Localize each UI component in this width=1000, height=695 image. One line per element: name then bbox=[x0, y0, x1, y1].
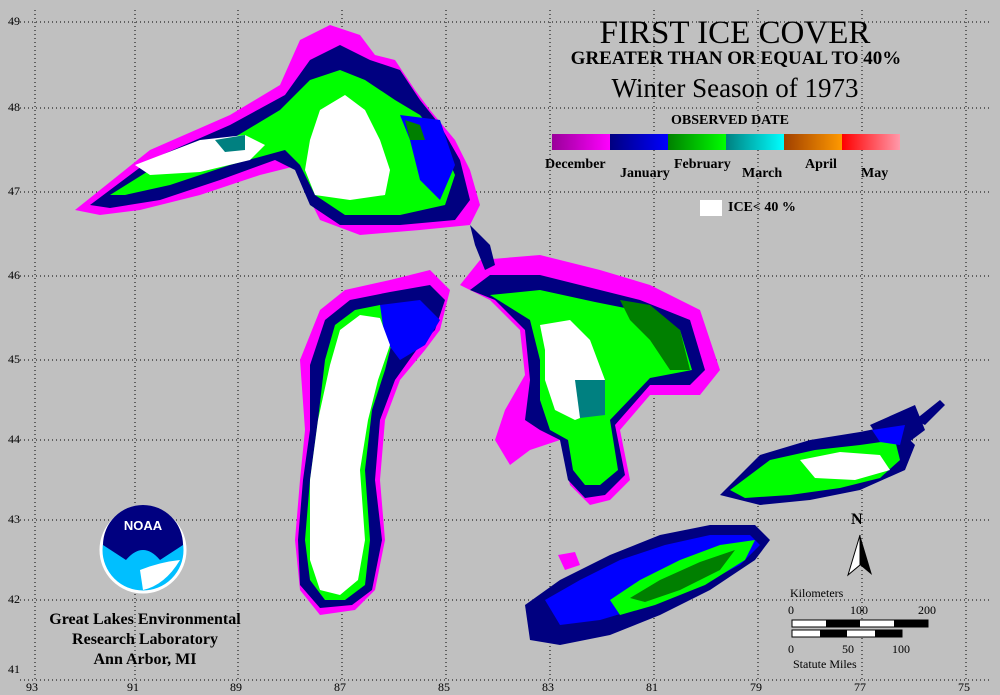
noaa-logo-text: NOAA bbox=[123, 518, 163, 533]
lon-label: 81 bbox=[646, 680, 658, 694]
org-line-2: Research Laboratory bbox=[72, 631, 218, 648]
legend-swatch-february bbox=[668, 134, 726, 150]
legend-swatch-may bbox=[842, 134, 900, 150]
scale-mi-tick: 0 bbox=[788, 642, 794, 656]
lat-label: 46 bbox=[8, 268, 20, 282]
lat-label: 45 bbox=[8, 352, 20, 366]
legend-month-march: March bbox=[742, 166, 783, 181]
legend-month-may: May bbox=[861, 166, 889, 181]
legend-swatch-january bbox=[610, 134, 668, 150]
color-legend bbox=[552, 134, 900, 150]
legend-swatch-march bbox=[726, 134, 784, 150]
scale-km-tick: 200 bbox=[918, 603, 936, 617]
ice-lt-40-swatch bbox=[700, 200, 722, 216]
legend-month-february: February bbox=[674, 157, 731, 172]
scale-mi-tick: 50 bbox=[842, 642, 854, 656]
lon-label: 77 bbox=[854, 680, 866, 694]
lon-label: 79 bbox=[750, 680, 762, 694]
legend-month-april: April bbox=[805, 157, 837, 172]
lat-label: 48 bbox=[8, 100, 20, 114]
north-label: N bbox=[851, 511, 863, 528]
noaa-logo bbox=[99, 505, 187, 594]
lat-label: 42 bbox=[8, 592, 20, 606]
lon-label: 91 bbox=[127, 680, 139, 694]
lat-label: 41 bbox=[8, 662, 20, 676]
lake-erie bbox=[525, 525, 770, 645]
lake-huron bbox=[460, 255, 720, 505]
lake-st-clair bbox=[558, 552, 580, 570]
scale-km-label: Kilometers bbox=[790, 586, 844, 600]
scale-km-tick: 0 bbox=[788, 603, 794, 617]
st-marys-river bbox=[470, 225, 495, 270]
lon-label: 89 bbox=[230, 680, 242, 694]
lake-ontario bbox=[720, 405, 925, 505]
map-subtitle: GREATER THAN OR EQUAL TO 40% bbox=[570, 48, 902, 69]
north-arrow-icon bbox=[847, 534, 872, 577]
lake-superior bbox=[75, 25, 480, 235]
st-lawrence-river bbox=[915, 400, 945, 425]
legend-title: OBSERVED DATE bbox=[671, 113, 789, 128]
lon-label: 83 bbox=[542, 680, 554, 694]
season-title: Winter Season of 1973 bbox=[611, 73, 859, 103]
legend-swatch-april bbox=[784, 134, 842, 150]
lat-label: 47 bbox=[8, 184, 20, 198]
scale-mi-tick: 100 bbox=[892, 642, 910, 656]
organization-block: Great Lakes Environmental Research Labor… bbox=[30, 610, 260, 670]
legend-month-january: January bbox=[620, 166, 670, 181]
ice-lt-40-label: ICE< 40 % bbox=[728, 200, 796, 215]
lon-label: 75 bbox=[958, 680, 970, 694]
legend-month-december: December bbox=[545, 157, 606, 172]
scale-mi-label: Statute Miles bbox=[793, 657, 857, 671]
legend-swatch-december bbox=[552, 134, 610, 150]
lake-michigan bbox=[295, 270, 450, 615]
lat-label: 44 bbox=[8, 432, 20, 446]
lat-label: 43 bbox=[8, 512, 20, 526]
lon-label: 93 bbox=[26, 680, 38, 694]
scale-km-tick: 100 bbox=[850, 603, 868, 617]
lat-label: 49 bbox=[8, 14, 20, 28]
lon-label: 85 bbox=[438, 680, 450, 694]
scale-bar bbox=[791, 619, 929, 638]
org-line-1: Great Lakes Environmental bbox=[49, 611, 241, 628]
org-line-3: Ann Arbor, MI bbox=[93, 651, 197, 668]
map-title: FIRST ICE COVER bbox=[599, 15, 871, 51]
lon-label: 87 bbox=[334, 680, 346, 694]
